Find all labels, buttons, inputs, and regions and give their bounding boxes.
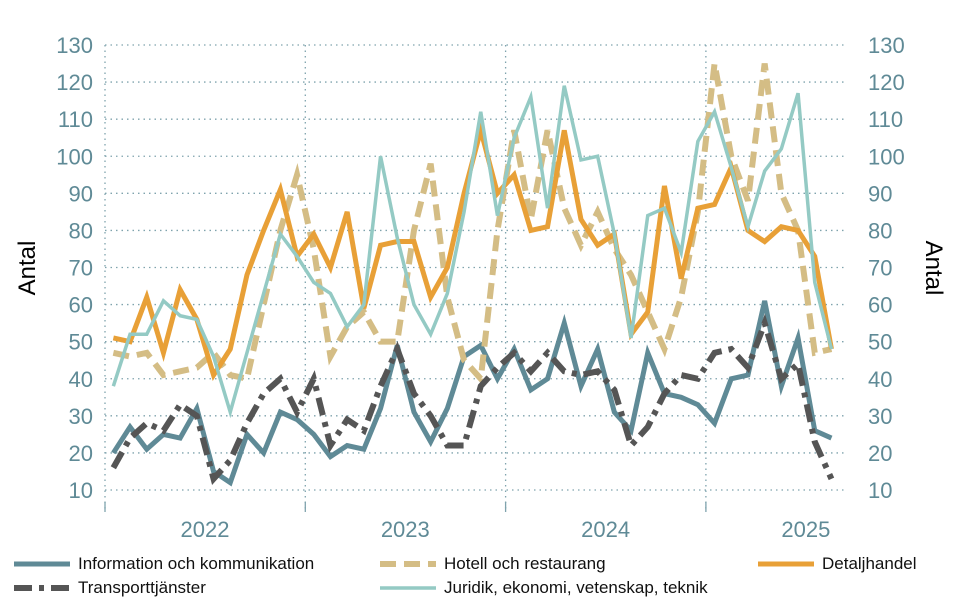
y-tick-label-left: 130 xyxy=(56,33,93,58)
y-tick-label-right: 80 xyxy=(868,218,892,243)
legend-swatch xyxy=(380,561,436,567)
legend-label: Hotell och restaurang xyxy=(444,554,606,573)
series-line-3 xyxy=(110,313,835,486)
y-tick-label-left: 110 xyxy=(58,107,93,132)
y-tick-label-right: 70 xyxy=(868,256,892,281)
x-tick-label: 2025 xyxy=(781,517,830,542)
legend-item-detaljhandel: Detaljhandel xyxy=(758,554,917,574)
series-line-0 xyxy=(111,300,833,487)
legend-item-information: Information och kommunikation xyxy=(14,554,314,574)
y-axis-label-right: Antal xyxy=(920,241,947,296)
y-tick-label-right: 30 xyxy=(868,404,892,429)
legend-swatch xyxy=(758,561,814,567)
y-tick-label-right: 40 xyxy=(868,367,892,392)
y-tick-label-left: 90 xyxy=(69,181,93,206)
legend-swatch xyxy=(14,585,70,591)
x-tick-label: 2024 xyxy=(581,517,630,542)
y-tick-label-right: 60 xyxy=(868,293,892,318)
y-tick-label-left: 70 xyxy=(69,256,93,281)
legend-label: Information och kommunikation xyxy=(78,554,315,573)
legend-swatch xyxy=(380,586,436,590)
line-chart: 10 10 20 20 30 30 40 40 50 50 60 60 70 70 80 80 90 90 100 1… xyxy=(14,33,947,542)
y-tick-label-left: 10 xyxy=(69,478,93,503)
legend: Information och kommunikation Hotell och… xyxy=(0,548,964,606)
y-axis-label-left: Antal xyxy=(14,241,41,296)
series-line-4 xyxy=(111,85,834,419)
x-tick-label: 2023 xyxy=(381,517,430,542)
legend-item-hotell: Hotell och restaurang xyxy=(380,554,606,574)
y-tick-label-right: 110 xyxy=(868,107,903,132)
y-tick-label-left: 50 xyxy=(69,330,93,355)
y-tick-label-left: 30 xyxy=(69,404,93,429)
y-tick-label-right: 130 xyxy=(868,33,905,58)
y-tick-label-right: 10 xyxy=(868,478,892,503)
legend-label: Juridik, ekonomi, vetenskap, teknik xyxy=(444,578,708,597)
y-tick-label-left: 20 xyxy=(69,441,93,466)
y-tick-label-left: 60 xyxy=(69,293,93,318)
x-tick-label: 2022 xyxy=(181,517,230,542)
y-tick-label-left: 80 xyxy=(69,218,93,243)
legend-item-juridik: Juridik, ekonomi, vetenskap, teknik xyxy=(380,578,708,598)
y-tick-label-right: 120 xyxy=(868,70,905,95)
legend-label: Transporttjänster xyxy=(78,578,206,597)
y-tick-label-right: 90 xyxy=(868,181,892,206)
y-tick-label-left: 40 xyxy=(69,367,93,392)
y-tick-label-right: 100 xyxy=(868,144,905,169)
legend-label: Detaljhandel xyxy=(822,554,917,573)
y-tick-label-left: 100 xyxy=(56,144,93,169)
y-tick-label-right: 20 xyxy=(868,441,892,466)
legend-swatch xyxy=(14,561,70,567)
y-tick-label-right: 50 xyxy=(868,330,892,355)
series-line-1 xyxy=(112,63,833,386)
legend-item-transport: Transporttjänster xyxy=(14,578,206,598)
y-tick-label-left: 120 xyxy=(56,70,93,95)
